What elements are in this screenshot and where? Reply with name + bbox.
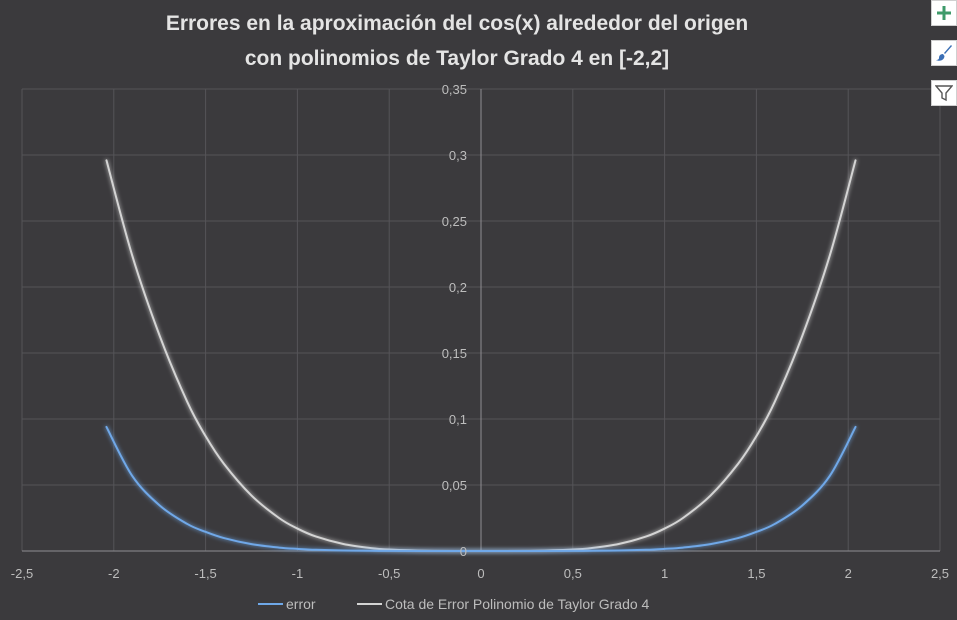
x-tick-label: -2 xyxy=(108,566,120,581)
y-tick-label: 0,35 xyxy=(442,82,467,97)
y-tick-label: 0,1 xyxy=(449,412,467,427)
chart-title-line1: Errores en la aproximación del cos(x) al… xyxy=(166,12,748,35)
series-line-error[interactable] xyxy=(105,425,857,552)
chart-styles-button[interactable] xyxy=(931,40,957,66)
plus-icon xyxy=(937,6,951,20)
x-tick-label: 1 xyxy=(661,566,668,581)
y-tick-label: 0,25 xyxy=(442,214,467,229)
x-tick-label: 2 xyxy=(845,566,852,581)
x-tick-label: 0 xyxy=(477,566,484,581)
y-tick-label: 0,2 xyxy=(449,280,467,295)
legend: error Cota de Error Polinomio de Taylor … xyxy=(258,596,650,612)
series xyxy=(105,159,857,553)
y-tick-label: 0 xyxy=(460,544,467,559)
x-tick-label: -0,5 xyxy=(378,566,400,581)
x-tick-label: 0,5 xyxy=(564,566,582,581)
chart-filters-button[interactable] xyxy=(931,80,957,106)
x-tick-label: -1,5 xyxy=(194,566,216,581)
add-chart-element-button[interactable] xyxy=(931,0,957,26)
x-tick-label: 1,5 xyxy=(747,566,765,581)
x-tick-label: -1 xyxy=(292,566,304,581)
y-tick-label: 0,3 xyxy=(449,148,467,163)
chart-title-line2: con polinomios de Taylor Grado 4 en [-2,… xyxy=(245,47,669,70)
brush-icon xyxy=(936,45,952,61)
legend-label-error: error xyxy=(286,596,316,612)
axes xyxy=(22,89,940,552)
tick-labels: 0 0,05 0,1 0,15 0,2 0,25 0,3 0,35 -2,5 -2 -1,5 -1 -0… xyxy=(11,82,949,581)
y-tick-label: 0,15 xyxy=(442,346,467,361)
x-tick-label: -2,5 xyxy=(11,566,33,581)
x-tick-label: 2,5 xyxy=(931,566,949,581)
filter-icon xyxy=(935,85,953,102)
y-tick-label: 0,05 xyxy=(442,478,467,493)
legend-label-cota: Cota de Error Polinomio de Taylor Grado … xyxy=(385,596,650,612)
